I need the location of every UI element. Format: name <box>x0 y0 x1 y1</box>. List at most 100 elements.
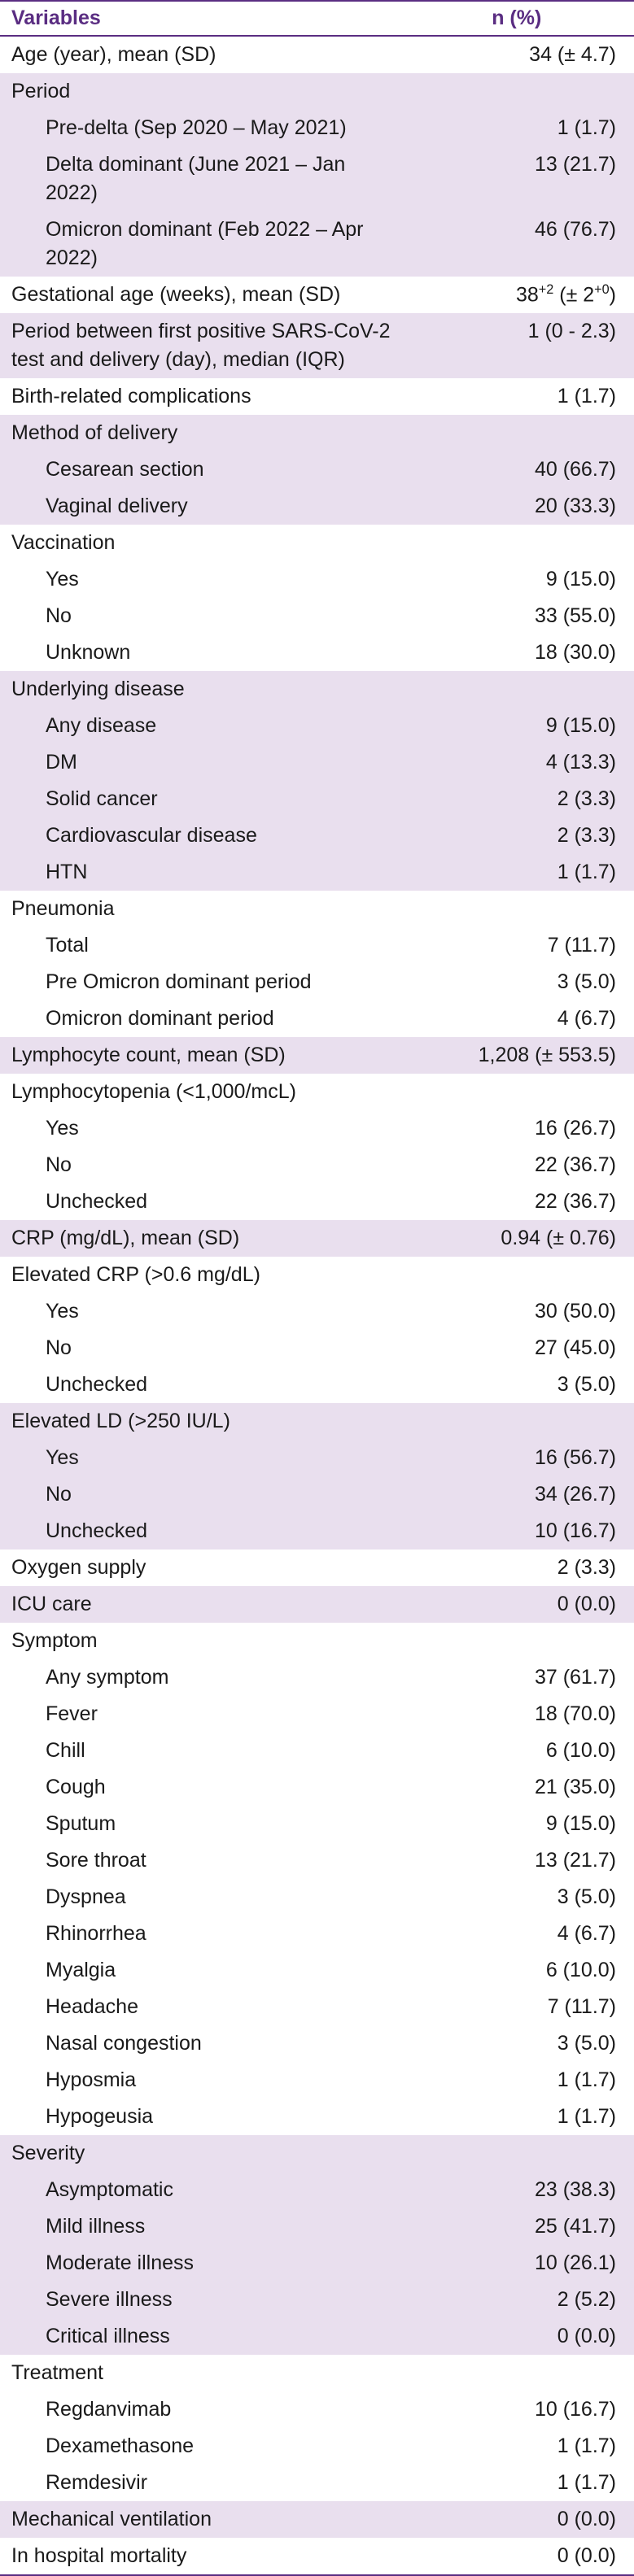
row-value: 6 (10.0) <box>406 1952 634 1989</box>
row-label: Treatment <box>0 2355 406 2391</box>
row-value: 21 (35.0) <box>406 1769 634 1806</box>
row-label: Period <box>0 73 406 110</box>
row-label: Chill <box>0 1733 406 1769</box>
table-header-row: Variables n (%) <box>0 2 634 36</box>
row-value: 4 (6.7) <box>406 1916 634 1952</box>
table-row: Period <box>0 73 634 110</box>
row-value <box>406 415 634 451</box>
row-value: 16 (56.7) <box>406 1440 634 1476</box>
row-value: 10 (26.1) <box>406 2245 634 2282</box>
row-value: 1 (1.7) <box>406 2062 634 2099</box>
table-row: Unchecked3 (5.0) <box>0 1366 634 1403</box>
row-label: CRP (mg/dL), mean (SD) <box>0 1220 406 1257</box>
table-row: Critical illness0 (0.0) <box>0 2318 634 2355</box>
table-row: Cough21 (35.0) <box>0 1769 634 1806</box>
row-value <box>406 2355 634 2391</box>
row-value: 22 (36.7) <box>406 1147 634 1183</box>
table-row: HTN1 (1.7) <box>0 854 634 891</box>
row-label: Any symptom <box>0 1659 406 1696</box>
table-row: Symptom <box>0 1623 634 1659</box>
table-row: No22 (36.7) <box>0 1147 634 1183</box>
table-row: Age (year), mean (SD)34 (± 4.7) <box>0 36 634 73</box>
row-value: 34 (26.7) <box>406 1476 634 1513</box>
row-label: Unknown <box>0 634 406 671</box>
row-label: HTN <box>0 854 406 891</box>
table-row: Asymptomatic23 (38.3) <box>0 2172 634 2208</box>
row-label: Delta dominant (June 2021 – Jan 2022) <box>0 146 406 211</box>
row-value: 3 (5.0) <box>406 2025 634 2062</box>
row-value: 0 (0.0) <box>406 2538 634 2574</box>
row-label: Severe illness <box>0 2282 406 2318</box>
row-label: Yes <box>0 1293 406 1330</box>
table-row: Unchecked10 (16.7) <box>0 1513 634 1550</box>
row-label: Sputum <box>0 1806 406 1842</box>
table-row: ICU care0 (0.0) <box>0 1586 634 1623</box>
row-label: Dyspnea <box>0 1879 406 1916</box>
table-row: Pre Omicron dominant period3 (5.0) <box>0 964 634 1000</box>
row-value: 22 (36.7) <box>406 1183 634 1220</box>
row-label: Mechanical ventilation <box>0 2501 406 2538</box>
data-table: Variables n (%) Age (year), mean (SD)34 … <box>0 0 634 2576</box>
row-value <box>406 525 634 561</box>
row-value: 40 (66.7) <box>406 451 634 488</box>
table-row: Cesarean section40 (66.7) <box>0 451 634 488</box>
table-row: Fever18 (70.0) <box>0 1696 634 1733</box>
table-row: Solid cancer2 (3.3) <box>0 781 634 817</box>
row-label: Age (year), mean (SD) <box>0 36 406 73</box>
row-value: 1 (1.7) <box>406 2428 634 2465</box>
table-row: Omicron dominant period4 (6.7) <box>0 1000 634 1037</box>
row-value: 4 (13.3) <box>406 744 634 781</box>
row-value: 27 (45.0) <box>406 1330 634 1366</box>
row-label: Unchecked <box>0 1183 406 1220</box>
table-row: Chill6 (10.0) <box>0 1733 634 1769</box>
row-value: 1 (1.7) <box>406 854 634 891</box>
row-value: 34 (± 4.7) <box>406 36 634 73</box>
table-row: No27 (45.0) <box>0 1330 634 1366</box>
table-row: Severity <box>0 2135 634 2172</box>
table-row: Any disease9 (15.0) <box>0 708 634 744</box>
row-label: Hyposmia <box>0 2062 406 2099</box>
row-label: Hypogeusia <box>0 2099 406 2135</box>
table-row: Underlying disease <box>0 671 634 708</box>
row-value: 6 (10.0) <box>406 1733 634 1769</box>
table-row: Severe illness2 (5.2) <box>0 2282 634 2318</box>
row-value: 10 (16.7) <box>406 1513 634 1550</box>
row-label: No <box>0 1330 406 1366</box>
row-label: Cardiovascular disease <box>0 817 406 854</box>
row-value: 18 (70.0) <box>406 1696 634 1733</box>
row-label: DM <box>0 744 406 781</box>
row-value: 7 (11.7) <box>406 1989 634 2025</box>
row-label: ICU care <box>0 1586 406 1623</box>
row-value: 25 (41.7) <box>406 2208 634 2245</box>
table-row: Moderate illness10 (26.1) <box>0 2245 634 2282</box>
row-value: 9 (15.0) <box>406 1806 634 1842</box>
table-row: Treatment <box>0 2355 634 2391</box>
row-value: 1 (0 - 2.3) <box>406 313 634 378</box>
row-value: 13 (21.7) <box>406 146 634 211</box>
row-label: Severity <box>0 2135 406 2172</box>
row-label: Symptom <box>0 1623 406 1659</box>
row-label: Rhinorrhea <box>0 1916 406 1952</box>
row-value: 7 (11.7) <box>406 927 634 964</box>
row-value: 46 (76.7) <box>406 211 634 277</box>
table-row: Method of delivery <box>0 415 634 451</box>
row-value <box>406 1623 634 1659</box>
row-label: Method of delivery <box>0 415 406 451</box>
row-label: Fever <box>0 1696 406 1733</box>
row-value: 18 (30.0) <box>406 634 634 671</box>
table-row: Dyspnea3 (5.0) <box>0 1879 634 1916</box>
row-value <box>406 1403 634 1440</box>
table-row: In hospital mortality0 (0.0) <box>0 2538 634 2574</box>
row-value: 2 (5.2) <box>406 2282 634 2318</box>
table-row: Hyposmia1 (1.7) <box>0 2062 634 2099</box>
row-value: 2 (3.3) <box>406 1550 634 1586</box>
table-row: Lymphocytopenia (<1,000/mcL) <box>0 1074 634 1110</box>
row-value <box>406 1074 634 1110</box>
row-value: 4 (6.7) <box>406 1000 634 1037</box>
table-row: Vaginal delivery20 (33.3) <box>0 488 634 525</box>
row-value: 10 (16.7) <box>406 2391 634 2428</box>
row-label: In hospital mortality <box>0 2538 406 2574</box>
table-row: Lymphocyte count, mean (SD)1,208 (± 553.… <box>0 1037 634 1074</box>
row-value: 9 (15.0) <box>406 561 634 598</box>
row-label: Elevated LD (>250 IU/L) <box>0 1403 406 1440</box>
